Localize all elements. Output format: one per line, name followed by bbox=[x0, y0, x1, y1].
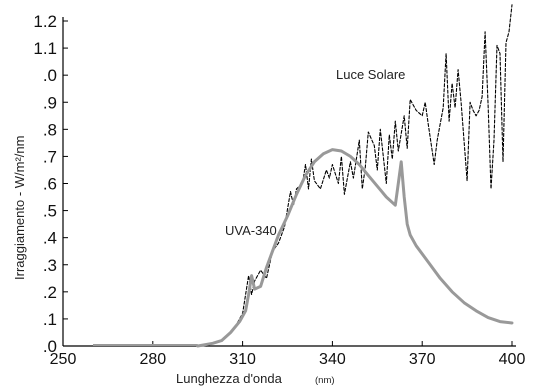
y-axis-title: Irraggiamento - W/m²/nm bbox=[12, 136, 27, 280]
y-tick-label: .9 bbox=[43, 93, 57, 112]
x-axis-unit: (nm) bbox=[315, 375, 335, 386]
x-tick-label: 280 bbox=[139, 351, 166, 368]
y-tick-label: .0 bbox=[43, 337, 57, 356]
x-axis-title: Lunghezza d'onda bbox=[176, 371, 283, 386]
x-tick-label: 400 bbox=[499, 351, 526, 368]
y-tick-label: .0 bbox=[43, 66, 57, 85]
x-tick-label: 310 bbox=[229, 351, 256, 368]
series-line-luce-solare bbox=[206, 4, 513, 347]
series-layer bbox=[93, 4, 514, 348]
y-tick-label: .6 bbox=[43, 175, 57, 194]
annotation-luce-solare: Luce Solare bbox=[336, 67, 405, 82]
x-tick-label: 340 bbox=[319, 351, 346, 368]
x-axis: 250 280 310 340 370 400 bbox=[50, 341, 526, 368]
y-tick-label: 1.1 bbox=[33, 39, 57, 58]
y-tick-label: .1 bbox=[43, 310, 57, 329]
annotation-uva-340: UVA-340 bbox=[225, 223, 277, 238]
y-tick-label: .2 bbox=[43, 283, 57, 302]
y-tick-label: 1.2 bbox=[33, 12, 57, 31]
y-tick-label: .8 bbox=[43, 120, 57, 139]
y-axis: .0 .1 .2 .3 .4 .5 .6 .7 .8 .9 .0 1.1 1.2 bbox=[33, 12, 68, 356]
y-tick-label: .5 bbox=[43, 202, 57, 221]
y-tick-label: .3 bbox=[43, 256, 57, 275]
y-tick-label: .4 bbox=[43, 229, 57, 248]
x-tick-label: 250 bbox=[50, 351, 77, 368]
y-tick-label: .7 bbox=[43, 147, 57, 166]
x-tick-label: 370 bbox=[409, 351, 436, 368]
series-line-uva-340 bbox=[196, 148, 514, 348]
